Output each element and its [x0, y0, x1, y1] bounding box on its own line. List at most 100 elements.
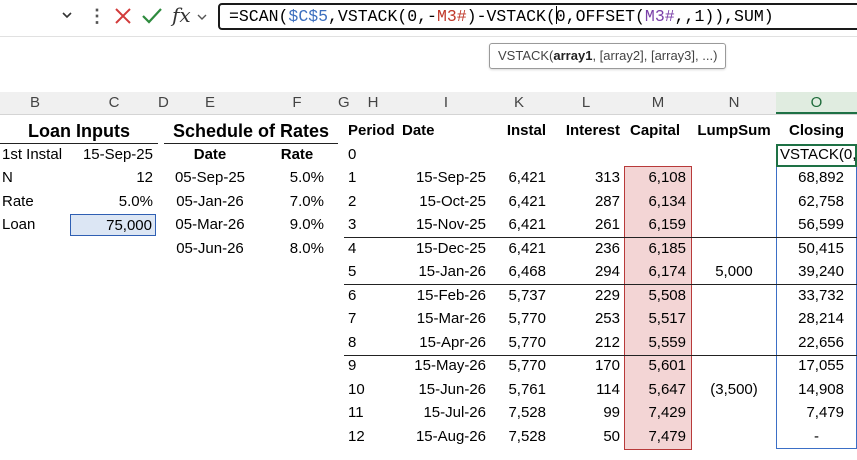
loan-inputs-title[interactable]: Loan Inputs — [28, 121, 130, 141]
table-cell-capital[interactable]: 5,517 — [648, 310, 686, 327]
table-cell-date[interactable]: 15-Jul-26 — [423, 404, 486, 421]
table-cell-date[interactable]: 15-Nov-25 — [415, 216, 486, 233]
table-cell-date[interactable]: 15-Feb-26 — [416, 286, 486, 304]
column-header-n[interactable]: N — [728, 94, 740, 111]
table-cell-interest[interactable]: 212 — [594, 333, 620, 351]
table-cell-period[interactable]: 12 — [348, 427, 365, 445]
enter-check-icon[interactable] — [140, 5, 164, 32]
column-header-f[interactable]: F — [292, 94, 302, 111]
table-cell-capital[interactable]: 6,159 — [648, 216, 686, 233]
table-cell-date[interactable]: 15-Jun-26 — [418, 380, 486, 398]
cancel-icon[interactable] — [112, 5, 134, 32]
table-cell-interest[interactable]: 170 — [594, 357, 620, 374]
table-cell-closing[interactable]: 17,055 — [798, 357, 844, 374]
formula-input[interactable]: =SCAN($C$5,VSTACK(0,-M3#)-VSTACK(0,OFFSE… — [218, 3, 857, 30]
table-cell-interest[interactable]: 313 — [594, 169, 620, 186]
table-cell-period[interactable]: 6 — [348, 286, 357, 304]
table-cell-instal[interactable]: 5,770 — [508, 357, 546, 374]
table-cell-date[interactable]: 15-May-26 — [414, 357, 486, 374]
column-header-l[interactable]: L — [581, 94, 591, 111]
column-header-b[interactable]: B — [29, 94, 40, 111]
table-header-closing[interactable]: Closing — [789, 122, 844, 139]
table-cell-period[interactable]: 10 — [348, 380, 365, 398]
table-cell-period[interactable]: 11 — [348, 404, 364, 421]
column-header-d[interactable]: D — [158, 94, 169, 111]
rate-value[interactable]: 5.0% — [289, 169, 324, 186]
input-value[interactable]: 12 — [136, 169, 153, 186]
table-cell-capital[interactable]: 5,647 — [648, 380, 686, 398]
column-header-h[interactable]: H — [367, 94, 379, 111]
table-cell-interest[interactable]: 50 — [603, 427, 620, 445]
table-cell-period[interactable]: 5 — [348, 263, 357, 280]
table-cell-instal[interactable]: 6,421 — [508, 169, 546, 186]
schedule-of-rates-title[interactable]: Schedule of Rates — [172, 121, 330, 141]
loan-value-cell[interactable]: 75,000 — [70, 214, 156, 236]
input-label[interactable]: N — [2, 169, 13, 186]
table-cell-instal[interactable]: 6,421 — [508, 239, 546, 257]
rate-date[interactable]: 05-Mar-26 — [175, 216, 245, 233]
table-cell-date[interactable]: 15-Mar-26 — [416, 310, 486, 327]
column-header-m[interactable]: M — [651, 94, 665, 111]
table-cell-closing[interactable]: 56,599 — [798, 216, 844, 233]
table-header-date[interactable]: Date — [402, 122, 435, 139]
chevron-down-icon[interactable] — [196, 10, 208, 28]
table-cell-interest[interactable]: 261 — [594, 216, 620, 233]
table-cell-interest[interactable]: 253 — [594, 310, 620, 327]
table-cell-period[interactable]: 2 — [348, 192, 357, 210]
more-options-icon[interactable]: ⋮ — [88, 6, 106, 26]
table-cell-interest[interactable]: 294 — [594, 263, 620, 280]
table-cell-period[interactable]: 0 — [348, 145, 357, 163]
input-value[interactable]: 15-Sep-25 — [82, 145, 153, 163]
table-cell-interest[interactable]: 229 — [594, 286, 620, 304]
table-cell-instal[interactable]: 6,468 — [508, 263, 546, 280]
table-cell-interest[interactable]: 236 — [594, 239, 620, 257]
table-cell-capital[interactable]: 6,134 — [648, 192, 686, 210]
table-cell-closing[interactable]: 28,214 — [798, 310, 844, 327]
input-label[interactable]: Loan — [2, 216, 36, 233]
table-header-period[interactable]: Period — [348, 122, 395, 139]
table-cell-capital[interactable]: 6,174 — [648, 263, 686, 280]
table-cell-closing[interactable]: 14,908 — [798, 380, 844, 398]
table-cell-period[interactable]: 3 — [348, 216, 357, 233]
table-cell-closing[interactable]: VSTACK(0, — [780, 145, 857, 163]
table-cell-lumpsum[interactable]: 5,000 — [715, 263, 753, 280]
table-cell-instal[interactable]: 5,770 — [508, 333, 546, 351]
table-cell-closing[interactable]: 7,479 — [806, 404, 844, 421]
insert-function-button[interactable]: fx — [172, 3, 191, 27]
table-cell-period[interactable]: 9 — [348, 357, 357, 374]
table-cell-closing[interactable]: - — [814, 427, 819, 445]
table-cell-closing[interactable]: 22,656 — [798, 333, 844, 351]
table-cell-instal[interactable]: 7,528 — [508, 404, 546, 421]
table-cell-interest[interactable]: 114 — [596, 380, 620, 398]
column-header-c[interactable]: C — [108, 94, 120, 111]
table-cell-capital[interactable]: 7,479 — [648, 427, 686, 445]
table-cell-date[interactable]: 15-Sep-25 — [415, 169, 486, 186]
table-cell-instal[interactable]: 5,770 — [508, 310, 546, 327]
table-cell-period[interactable]: 1 — [348, 169, 357, 186]
table-cell-date[interactable]: 15-Dec-25 — [415, 239, 486, 257]
table-cell-closing[interactable]: 68,892 — [798, 169, 844, 186]
table-cell-capital[interactable]: 6,185 — [648, 239, 686, 257]
table-cell-capital[interactable]: 5,508 — [648, 286, 686, 304]
column-header-g[interactable]: G — [338, 94, 350, 111]
column-header-e[interactable]: E — [204, 94, 215, 111]
table-cell-capital[interactable]: 5,559 — [648, 333, 686, 351]
input-label[interactable]: 1st Instal — [2, 145, 63, 163]
table-cell-closing[interactable]: 33,732 — [798, 286, 844, 304]
table-cell-closing[interactable]: 62,758 — [798, 192, 844, 210]
column-header-i[interactable]: I — [443, 94, 449, 111]
table-cell-capital[interactable]: 5,601 — [648, 357, 686, 374]
rates-header-date[interactable]: Date — [193, 145, 227, 163]
table-cell-period[interactable]: 8 — [348, 333, 357, 351]
table-cell-instal[interactable]: 6,421 — [508, 192, 546, 210]
table-cell-closing[interactable]: 39,240 — [798, 263, 844, 280]
table-header-capital[interactable]: Capital — [629, 122, 680, 139]
table-cell-date[interactable]: 15-Apr-26 — [419, 333, 486, 351]
rates-header-rate[interactable]: Rate — [280, 145, 314, 163]
table-header-instal[interactable]: Instal — [506, 122, 546, 139]
rate-value[interactable]: 7.0% — [289, 192, 324, 210]
table-cell-instal[interactable]: 7,528 — [508, 427, 546, 445]
table-header-lumpsum[interactable]: LumpSum — [697, 122, 771, 139]
rate-value[interactable]: 9.0% — [289, 216, 324, 233]
table-cell-interest[interactable]: 287 — [594, 192, 620, 210]
